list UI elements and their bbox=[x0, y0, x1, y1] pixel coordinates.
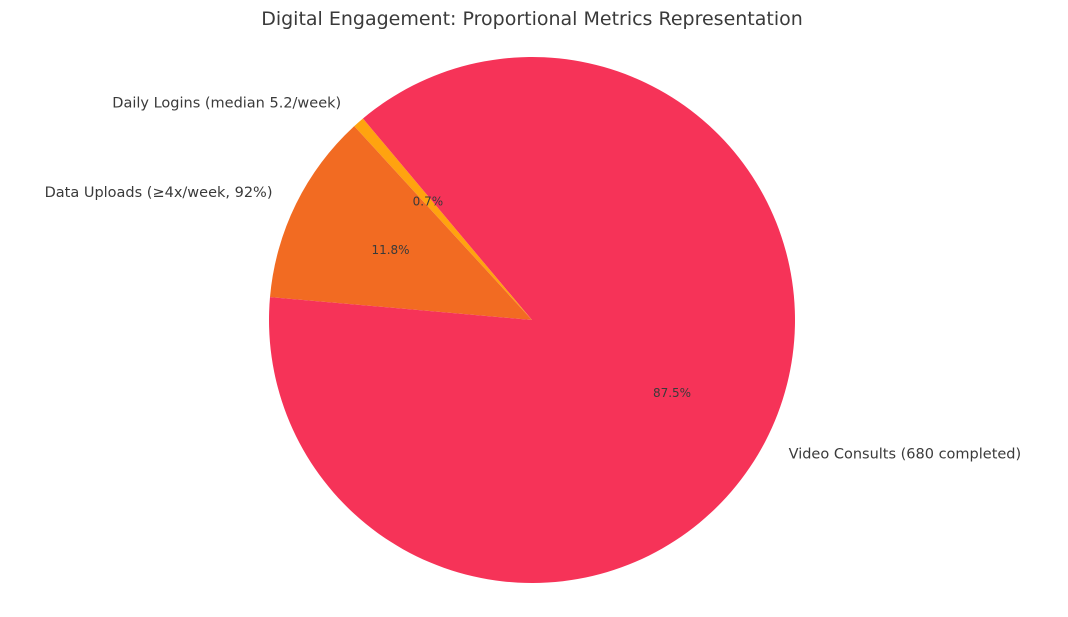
pie-slice-3-percent: 87.5% bbox=[653, 386, 691, 400]
pie-slice-2-label: Data Uploads (≥4x/week, 92%) bbox=[45, 185, 273, 201]
pie-slice-2 bbox=[270, 126, 532, 320]
pie-slice-3-label: Video Consults (680 completed) bbox=[789, 447, 1022, 463]
pie-slice-1 bbox=[354, 118, 532, 320]
pie-slice-3 bbox=[268, 57, 795, 584]
pie-labels: 0.7% Daily Logins (median 5.2/week) 11.8% D… bbox=[45, 96, 1022, 463]
pie-slice-1-percent: 0.7% bbox=[413, 194, 444, 208]
pie-slice-2-percent: 11.8% bbox=[371, 243, 409, 257]
chart-title: Digital Engagement: Proportional Metrics… bbox=[261, 8, 803, 30]
pie-slices bbox=[268, 57, 795, 584]
pie-slice-1-label: Daily Logins (median 5.2/week) bbox=[112, 96, 341, 112]
